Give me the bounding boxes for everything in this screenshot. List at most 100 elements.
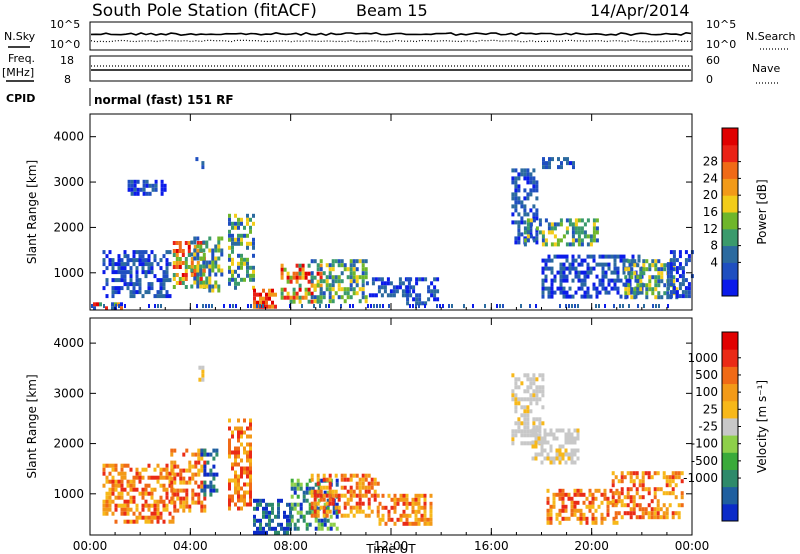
power-cell <box>601 270 605 275</box>
power-cell <box>132 254 136 259</box>
power-cell <box>430 293 434 298</box>
velocity-cell <box>635 503 639 508</box>
power-cell <box>249 277 252 282</box>
velocity-cell <box>234 470 237 475</box>
power-cell <box>580 218 584 223</box>
velocity-cell <box>231 478 234 483</box>
power-cell <box>184 285 188 289</box>
velocity-cell <box>271 526 274 531</box>
power-cell <box>114 286 118 291</box>
power-cell <box>211 268 215 273</box>
power-cell <box>669 266 673 271</box>
power-cell <box>141 258 145 263</box>
power-cell <box>520 232 524 237</box>
velocity-cell <box>191 464 195 469</box>
velocity-cell <box>194 460 198 465</box>
power-cell <box>687 258 691 263</box>
power-cell <box>202 304 204 308</box>
velocity-cell <box>165 487 169 492</box>
power-cell <box>622 262 626 267</box>
power-cell <box>418 297 422 302</box>
velocity-cell <box>647 487 651 492</box>
power-cell <box>313 304 315 308</box>
power-cell <box>380 277 384 282</box>
power-cell <box>307 279 311 284</box>
velocity-cell <box>322 485 326 490</box>
power-cell <box>619 294 623 299</box>
velocity-cell <box>153 511 157 516</box>
velocity-cell <box>271 510 274 515</box>
velocity-cell <box>326 526 330 531</box>
power-cell <box>514 196 518 201</box>
velocity-cell <box>305 482 309 487</box>
velocity-cell <box>280 522 283 527</box>
power-cell <box>130 183 134 188</box>
power-cell <box>681 290 685 295</box>
power-cell <box>154 304 156 308</box>
power-cell <box>657 283 661 288</box>
velocity-cell <box>240 434 243 439</box>
power-cell <box>523 176 527 181</box>
velocity-cell <box>626 511 630 516</box>
power-cell <box>392 293 396 298</box>
velocity-cell <box>674 495 678 500</box>
velocity-cell <box>126 463 130 468</box>
power-cell <box>286 295 290 300</box>
power-cell <box>252 265 255 270</box>
velocity-colorbar-tick-label: -100 <box>691 437 718 451</box>
power-cell <box>196 272 200 277</box>
power-cell <box>127 179 131 184</box>
power-cell <box>625 258 629 263</box>
power-cell <box>355 291 359 296</box>
velocity-cell <box>237 438 240 443</box>
velocity-cell <box>538 421 542 426</box>
velocity-cell <box>302 494 306 499</box>
velocity-cell <box>641 479 645 484</box>
power-cell <box>220 272 224 277</box>
velocity-cell <box>546 516 550 521</box>
power-colorbar-segment <box>722 245 738 263</box>
velocity-cell <box>617 495 621 500</box>
power-cell <box>159 290 163 295</box>
power-cell <box>271 300 274 305</box>
velocity-cell <box>120 487 124 492</box>
velocity-cell <box>526 377 530 382</box>
power-cell <box>96 302 99 307</box>
power-cell <box>165 290 169 295</box>
power-cell <box>150 266 154 271</box>
power-cell <box>545 161 548 166</box>
power-cell <box>316 267 320 272</box>
velocity-cell <box>277 506 280 511</box>
velocity-cell <box>570 460 574 465</box>
power-ytick-label: 2000 <box>53 220 84 234</box>
velocity-cell <box>674 483 678 488</box>
power-cell <box>669 294 673 299</box>
velocity-xtick-label: 00:00 <box>675 539 710 553</box>
velocity-cell <box>138 515 142 520</box>
power-cell <box>672 279 676 284</box>
power-cell <box>130 187 134 192</box>
velocity-cell <box>561 492 565 497</box>
velocity-cell <box>662 511 666 516</box>
velocity-cell <box>325 485 329 490</box>
power-cell <box>193 245 197 249</box>
velocity-cell <box>396 497 400 502</box>
power-cell <box>598 282 602 287</box>
power-cell <box>352 267 356 272</box>
power-cell <box>627 259 631 264</box>
power-cell <box>633 259 637 264</box>
velocity-cell <box>529 377 533 382</box>
power-cell <box>541 266 545 271</box>
power-cell <box>156 262 160 267</box>
velocity-cell <box>203 472 207 477</box>
velocity-cell <box>302 490 306 495</box>
velocity-cell <box>305 510 309 515</box>
power-cell <box>684 278 688 283</box>
velocity-cell <box>289 506 292 511</box>
velocity-cell <box>361 481 365 486</box>
velocity-cell <box>561 504 565 509</box>
velocity-xtick-label: 12:00 <box>374 539 409 553</box>
velocity-cell <box>399 497 403 502</box>
power-cell <box>517 184 521 189</box>
power-cell <box>613 262 617 267</box>
